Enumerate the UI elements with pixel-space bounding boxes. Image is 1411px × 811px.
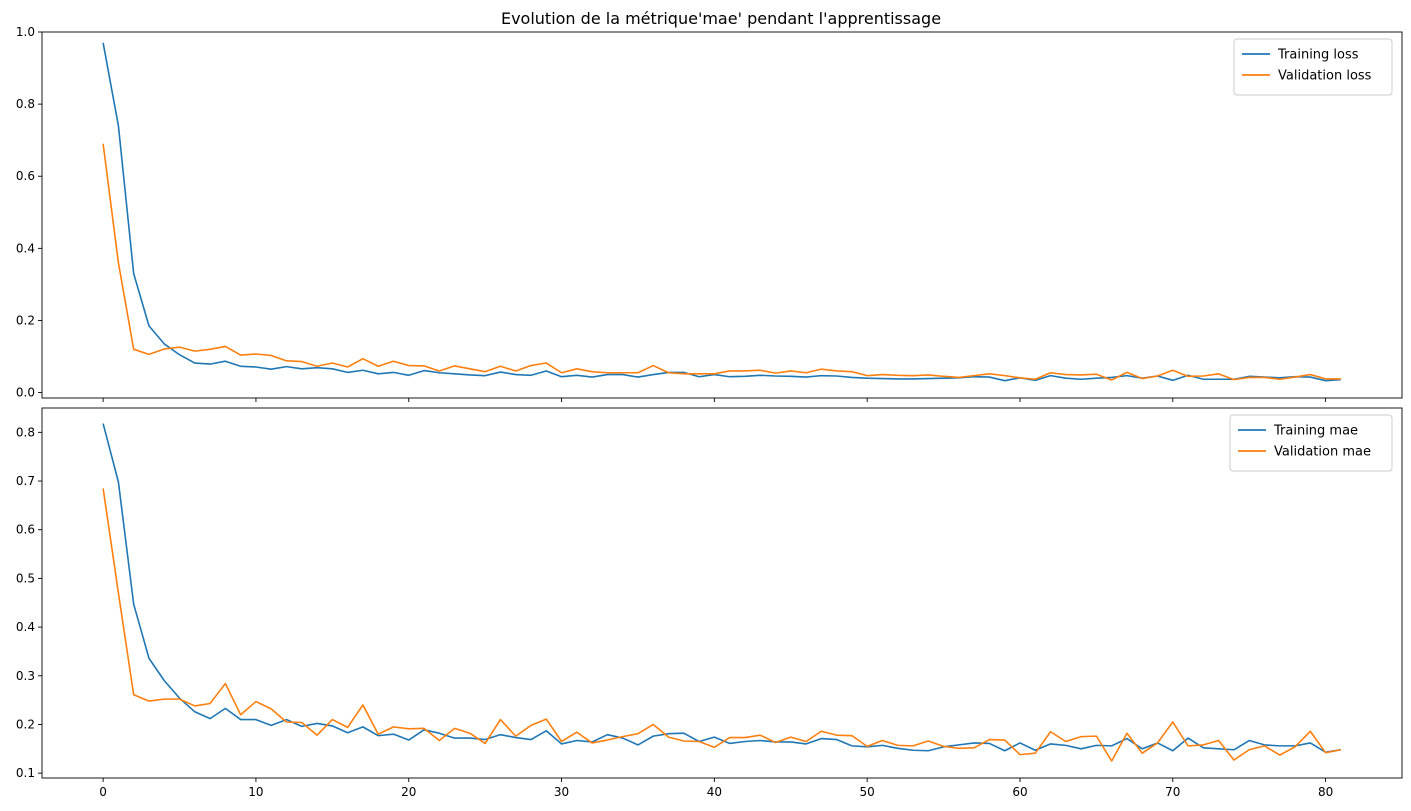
legend: Training loss Validation loss <box>1233 38 1393 96</box>
legend-label: Validation mae <box>1274 445 1371 460</box>
x-tick-label: 40 <box>707 785 722 799</box>
series-line-training <box>102 423 1342 754</box>
subplot-1: 0.0 0.2 0.4 0.6 0.8 1.0 Training loss Validatio… <box>16 25 1403 402</box>
plot-frame <box>41 407 1403 779</box>
y-tick-label: 0.6 <box>16 523 35 537</box>
legend-box <box>1229 414 1393 472</box>
y-tick-label: 0.0 <box>16 386 35 400</box>
series-line-validation <box>102 143 1341 381</box>
y-tick-label: 1.0 <box>16 25 35 39</box>
legend: Training mae Validation mae <box>1229 414 1393 472</box>
y-tick-label: 0.2 <box>16 313 35 327</box>
x-tick-label: 10 <box>248 785 263 799</box>
legend-box <box>1233 38 1393 96</box>
subplot-2: 0 10 20 30 40 50 60 70 80 0.1 0.2 0.3 0.4 0.5 0.6 0.7 0.… <box>16 407 1403 799</box>
x-tick-label: 60 <box>1012 785 1027 799</box>
y-tick-label: 0.4 <box>16 241 35 255</box>
legend-label: Training loss <box>1277 48 1359 63</box>
x-tick-label: 20 <box>401 785 416 799</box>
y-tick-label: 0.3 <box>16 669 35 683</box>
y-tick-label: 0.6 <box>16 169 35 183</box>
series-line-training <box>102 42 1341 382</box>
plot-frame <box>41 31 1403 399</box>
legend-label: Training mae <box>1273 424 1358 439</box>
x-tick-label: 80 <box>1318 785 1333 799</box>
y-tick-label: 0.7 <box>16 474 35 488</box>
legend-label: Validation loss <box>1278 69 1372 84</box>
x-tick-label: 70 <box>1165 785 1180 799</box>
y-tick-label: 0.4 <box>16 620 35 634</box>
x-tick-label: 0 <box>99 785 107 799</box>
figure-title: Evolution de la métrique'mae' pendant l'… <box>501 9 941 28</box>
series-line-validation <box>102 488 1342 762</box>
y-tick-label: 0.5 <box>16 571 35 585</box>
y-tick-label: 0.2 <box>16 717 35 731</box>
y-tick-label: 0.8 <box>16 425 35 439</box>
x-tick-label: 50 <box>860 785 875 799</box>
y-tick-label: 0.1 <box>16 766 35 780</box>
y-tick-label: 0.8 <box>16 97 35 111</box>
x-tick-label: 30 <box>554 785 569 799</box>
